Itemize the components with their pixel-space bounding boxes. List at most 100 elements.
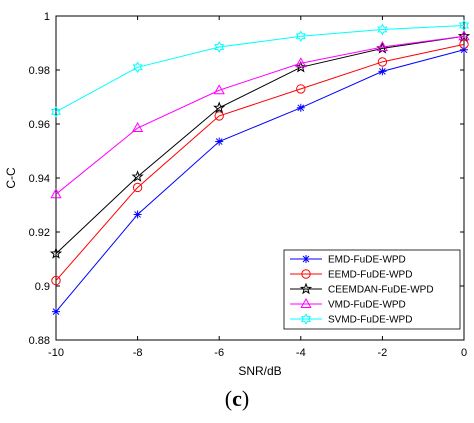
series-line — [55, 24, 465, 113]
point-marker — [132, 182, 143, 193]
marker-shape — [296, 84, 306, 94]
legend: EMD-FuDE-WPD EEMD-FuDE-WPD CEEMDAN-FuDE-WP… — [283, 249, 461, 330]
point-marker — [299, 282, 313, 295]
chart: -10 -8 -6 -4 -2 0 0.88 0.9 0.92 0.94 0.96 0.98 1 SNR… — [4, 11, 471, 378]
point-marker — [458, 19, 470, 32]
point-marker — [296, 84, 306, 94]
marker-stroke — [134, 211, 141, 218]
marker-shape — [376, 41, 389, 52]
marker-shape — [299, 282, 313, 295]
series-svmd-fude-wpd — [50, 19, 470, 118]
x-axis-label: SNR/dB — [238, 364, 281, 378]
marker-shape — [213, 84, 225, 95]
marker-shape — [377, 23, 388, 36]
point-marker — [300, 297, 312, 308]
x-tick-label: -10 — [48, 347, 64, 359]
marker-shape — [458, 30, 470, 41]
marker-shape — [132, 182, 143, 193]
marker-shape — [51, 275, 61, 286]
legend-entry: SVMD-FuDE-WPD — [290, 313, 412, 326]
point-marker — [215, 137, 224, 146]
marker-shape — [294, 60, 307, 73]
point-marker — [302, 255, 310, 263]
y-tick-label: 0.98 — [29, 65, 50, 77]
marker-stroke — [52, 308, 60, 316]
point-marker — [50, 106, 62, 118]
x-tick-label: -2 — [378, 347, 388, 359]
point-marker — [133, 210, 142, 219]
marker-shape — [131, 170, 144, 182]
point-marker — [295, 57, 307, 68]
marker-shape — [49, 247, 63, 259]
y-tick-label: 1 — [44, 11, 50, 23]
x-tick-label: -8 — [133, 347, 143, 359]
y-tick-label: 0.94 — [29, 173, 50, 185]
series-line — [55, 49, 465, 312]
x-tick-label: -4 — [296, 347, 306, 359]
point-marker — [376, 41, 389, 52]
marker-stroke — [215, 138, 223, 145]
point-marker — [213, 84, 225, 95]
point-marker — [378, 67, 387, 76]
x-tick-label: -6 — [214, 347, 224, 359]
point-marker — [457, 29, 471, 42]
marker-shape — [50, 106, 62, 118]
y-tick-label: 0.88 — [29, 335, 50, 347]
legend-entry: CEEMDAN-FuDE-WPD — [290, 282, 434, 296]
y-tick-label: 0.92 — [29, 227, 50, 239]
legend-label: VMD-FuDE-WPD — [328, 300, 406, 311]
marker-shape — [214, 111, 224, 121]
legend-label: EEMD-FuDE-WPD — [328, 270, 412, 281]
figure-caption: (c) — [224, 386, 250, 411]
y-axis-label: C-C — [4, 167, 18, 189]
point-marker — [49, 247, 63, 259]
marker-shape — [301, 269, 311, 279]
marker-shape — [295, 30, 306, 43]
point-marker — [377, 57, 388, 67]
marker-shape — [300, 297, 312, 308]
marker-shape — [214, 41, 225, 53]
point-marker — [213, 101, 226, 114]
legend-entry: EMD-FuDE-WPD — [290, 255, 406, 266]
point-marker — [294, 60, 307, 73]
marker-shape — [457, 29, 471, 42]
marker-stroke — [379, 67, 386, 75]
marker-shape — [213, 101, 226, 114]
point-marker — [131, 122, 144, 133]
point-marker — [214, 41, 225, 53]
marker-shape — [458, 19, 470, 32]
point-marker — [296, 103, 305, 112]
legend-label: EMD-FuDE-WPD — [328, 255, 406, 266]
point-marker — [458, 30, 470, 41]
point-marker — [52, 307, 60, 316]
marker-shape — [131, 122, 144, 133]
marker-shape — [50, 188, 62, 199]
series-line — [55, 35, 465, 195]
point-marker — [131, 170, 144, 182]
series-line — [55, 43, 465, 281]
legend-label: CEEMDAN-FuDE-WPD — [328, 285, 434, 296]
marker-stroke — [302, 255, 310, 263]
series-vmd-fude-wpd — [50, 30, 470, 199]
point-marker — [132, 61, 143, 74]
marker-shape — [377, 57, 388, 67]
marker-shape — [132, 61, 143, 74]
y-tick-label: 0.96 — [29, 119, 50, 131]
series-line — [55, 35, 465, 254]
legend-entry: EEMD-FuDE-WPD — [290, 269, 412, 281]
legend-label: SVMD-FuDE-WPD — [328, 315, 412, 326]
x-tick-label: 0 — [461, 347, 467, 359]
series-layer — [49, 19, 471, 316]
marker-stroke — [297, 104, 305, 112]
point-marker — [214, 111, 224, 121]
legend-entry: VMD-FuDE-WPD — [290, 297, 406, 311]
y-tick-label: 0.9 — [35, 281, 50, 293]
series-eemd-fude-wpd — [51, 39, 469, 286]
point-marker — [377, 23, 388, 36]
series-emd-fude-wpd — [52, 45, 468, 316]
axis-ticks: -10 -8 -6 -4 -2 0 0.88 0.9 0.92 0.94 0.96 0.98 1 — [29, 11, 467, 359]
marker-shape — [295, 57, 307, 68]
point-marker — [300, 313, 312, 325]
point-marker — [51, 275, 61, 286]
marker-shape — [300, 313, 312, 325]
